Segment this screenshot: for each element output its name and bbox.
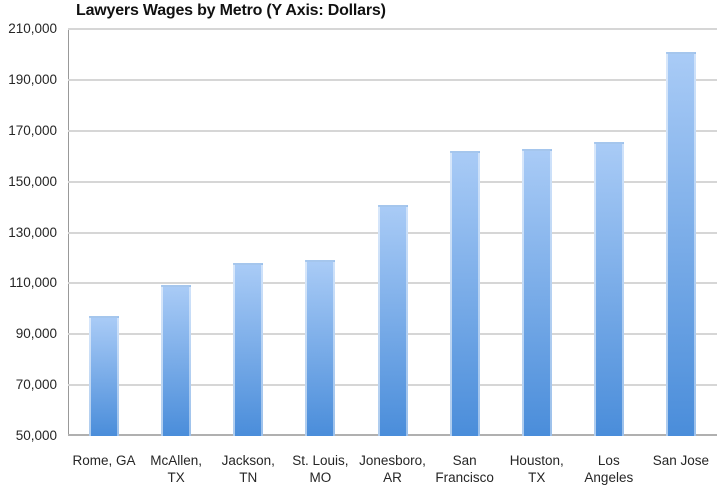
x-axis-category-label: St. Louis, MO (279, 452, 361, 486)
x-axis-category-label-line: St. Louis, (292, 453, 349, 468)
x-axis-category-label-line: TX (528, 470, 546, 485)
y-axis-tick-label: 90,000 (15, 326, 57, 342)
gridline (68, 78, 717, 81)
x-axis-category-label-line: AR (383, 470, 402, 485)
y-axis-tick-label: 130,000 (8, 224, 57, 240)
bar (593, 142, 624, 436)
bar (449, 151, 480, 436)
x-axis-category-label-line: San (452, 453, 477, 468)
x-axis-category-label-line: Rome, GA (72, 453, 136, 468)
y-axis-tick-label: 210,000 (8, 21, 57, 36)
x-axis-category-label-line: San Jose (652, 453, 710, 468)
y-axis-tick-label: 190,000 (8, 71, 57, 87)
bar (521, 148, 552, 436)
gridline (68, 180, 717, 183)
x-axis-category-label-line: Houston, (509, 453, 564, 468)
x-axis-category-label-line: Francisco (435, 470, 494, 485)
bar (161, 284, 192, 436)
y-axis-tick-label: 170,000 (8, 122, 57, 138)
y-axis-tick-label: 70,000 (15, 377, 57, 393)
bar (377, 204, 408, 436)
bar (89, 316, 120, 436)
x-axis-category-label-line: Jackson, (221, 453, 275, 468)
y-axis-tick-label: 50,000 (15, 428, 57, 443)
x-axis-category-label-line: McAllen, (150, 453, 203, 468)
x-axis-category-label: Rome, GA (63, 452, 145, 469)
x-axis-category-label-line: Los (597, 453, 620, 468)
x-axis-category-label: McAllen, TX (135, 452, 217, 486)
x-axis-category-label: Jonesboro, AR (351, 452, 433, 486)
x-axis-category-label: Houston, TX (496, 452, 578, 486)
bar (233, 263, 264, 436)
bar (305, 260, 336, 436)
x-axis-category-label-line: MO (309, 470, 332, 485)
y-axis-tick-label: 150,000 (8, 173, 57, 189)
x-axis-category-label: San Jose (640, 452, 721, 469)
x-axis-category-label-line: Jonesboro, (359, 453, 426, 468)
y-axis-tick-label: 110,000 (9, 275, 57, 291)
x-axis-category-label-line: TX (167, 470, 185, 485)
gridline (68, 129, 717, 132)
gridline (68, 28, 717, 30)
x-axis-category-label-line: TN (239, 470, 258, 485)
x-axis-category-label-line: Angeles (584, 470, 634, 485)
x-axis-category-label: Los Angeles (568, 452, 650, 486)
x-axis-category-label: San Francisco (424, 452, 506, 486)
chart-title: Lawyers Wages by Metro (Y Axis: Dollars) (76, 2, 386, 19)
x-axis-category-label: Jackson, TN (207, 452, 289, 486)
bar (665, 51, 696, 436)
